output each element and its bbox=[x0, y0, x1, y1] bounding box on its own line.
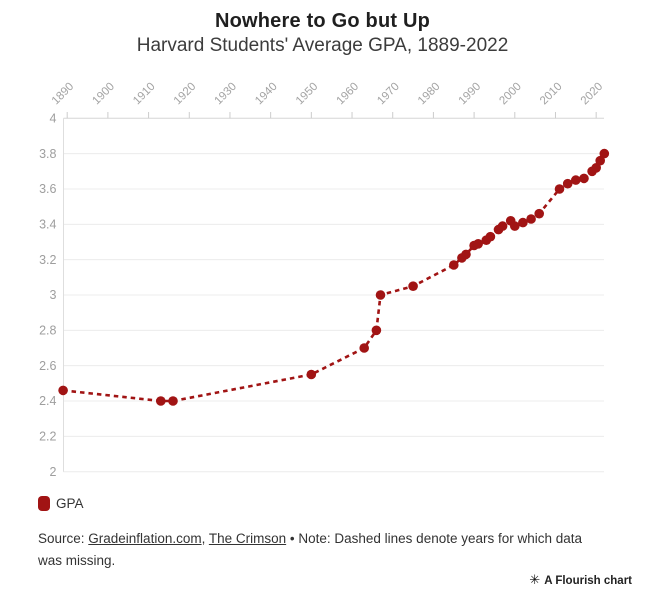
chart-title: Nowhere to Go but Up bbox=[214, 10, 431, 32]
data-point-1966[interactable] bbox=[371, 325, 382, 336]
y-tick-label-3.6: 3.6 bbox=[39, 182, 56, 196]
y-tick-label-2: 2 bbox=[50, 465, 57, 479]
x-tick-label-2010: 2010 bbox=[538, 81, 565, 108]
data-point-1988[interactable] bbox=[461, 249, 471, 260]
data-point-2006[interactable] bbox=[534, 208, 544, 219]
legend-swatch-gpa bbox=[38, 496, 50, 511]
data-point-2017[interactable] bbox=[579, 173, 589, 184]
x-tick-label-1970: 1970 bbox=[375, 81, 402, 108]
y-tick-label-3.2: 3.2 bbox=[39, 253, 56, 267]
x-tick-label-1990: 1990 bbox=[457, 81, 484, 108]
flourish-attribution-label: A Flourish chart bbox=[544, 574, 632, 587]
legend-label-gpa: GPA bbox=[56, 496, 84, 511]
x-tick-label-1890: 1890 bbox=[50, 81, 77, 108]
x-tick-label-1930: 1930 bbox=[212, 81, 239, 108]
source-link-the-crimson[interactable]: The Crimson bbox=[208, 531, 287, 546]
data-point-2000[interactable] bbox=[510, 221, 520, 231]
data-point-1994[interactable] bbox=[485, 231, 496, 242]
y-tick-label-2.6: 2.6 bbox=[39, 359, 56, 373]
data-point-2002[interactable] bbox=[518, 217, 528, 228]
x-tick-label-1920: 1920 bbox=[172, 81, 199, 108]
flourish-attribution[interactable]: ✳ A Flourish chart bbox=[529, 574, 632, 587]
source-note: Source: Gradeinflation.com, The Crimson … bbox=[38, 528, 603, 571]
data-point-1967[interactable] bbox=[375, 290, 386, 300]
x-tick-label-1980: 1980 bbox=[416, 81, 443, 108]
y-tick-label-3.4: 3.4 bbox=[39, 218, 56, 232]
y-tick-label-4: 4 bbox=[50, 112, 57, 126]
y-tick-label-3: 3 bbox=[50, 288, 57, 302]
y-tick-label-3.8: 3.8 bbox=[39, 147, 56, 161]
data-point-1916[interactable] bbox=[168, 396, 178, 406]
data-point-2020[interactable] bbox=[591, 163, 601, 173]
x-tick-label-2020: 2020 bbox=[579, 81, 606, 108]
gpa-series-line bbox=[62, 152, 606, 403]
data-point-1950[interactable] bbox=[306, 369, 317, 380]
y-tick-label-2.4: 2.4 bbox=[39, 394, 56, 408]
data-point-2021[interactable] bbox=[595, 155, 605, 166]
data-point-1991[interactable] bbox=[473, 239, 484, 249]
missing-data-note: • Note: Dashed lines denote years for wh… bbox=[38, 531, 583, 568]
x-tick-label-1940: 1940 bbox=[253, 81, 280, 108]
data-point-1997[interactable] bbox=[497, 221, 508, 231]
data-point-2015[interactable] bbox=[571, 175, 581, 185]
data-point-2022[interactable] bbox=[599, 148, 610, 159]
source-prefix: Source: bbox=[38, 531, 89, 546]
data-point-1963[interactable] bbox=[359, 343, 370, 353]
x-tick-label-2000: 2000 bbox=[497, 81, 524, 108]
source-link-gradeinflation[interactable]: Gradeinflation.com bbox=[88, 531, 202, 546]
flourish-asterisk-icon: ✳ bbox=[529, 573, 541, 588]
data-point-1889[interactable] bbox=[58, 385, 68, 396]
data-point-1913[interactable] bbox=[156, 396, 166, 406]
x-tick-label-1910: 1910 bbox=[131, 81, 158, 108]
data-point-2011[interactable] bbox=[554, 184, 565, 194]
y-tick-label-2.8: 2.8 bbox=[39, 324, 56, 338]
chart-subtitle: Harvard Students' Average GPA, 1889-2022 bbox=[136, 35, 509, 56]
y-tick-label-2.2: 2.2 bbox=[39, 430, 56, 444]
data-point-2004[interactable] bbox=[526, 214, 536, 224]
data-point-1975[interactable] bbox=[408, 281, 418, 291]
data-point-1985[interactable] bbox=[449, 260, 459, 270]
data-point-2013[interactable] bbox=[562, 178, 573, 189]
source-separator: , bbox=[201, 531, 209, 546]
x-tick-label-1960: 1960 bbox=[335, 81, 362, 108]
legend-item-gpa[interactable]: GPA bbox=[38, 496, 84, 511]
x-tick-label-1900: 1900 bbox=[90, 81, 117, 108]
gpa-line-chart: 4 3.8 3.6 3.4 3.2 3 2.8 2.6 2.4 2.2 2 1890 1900 1910 1… bbox=[39, 81, 610, 479]
x-tick-label-1950: 1950 bbox=[294, 81, 321, 108]
